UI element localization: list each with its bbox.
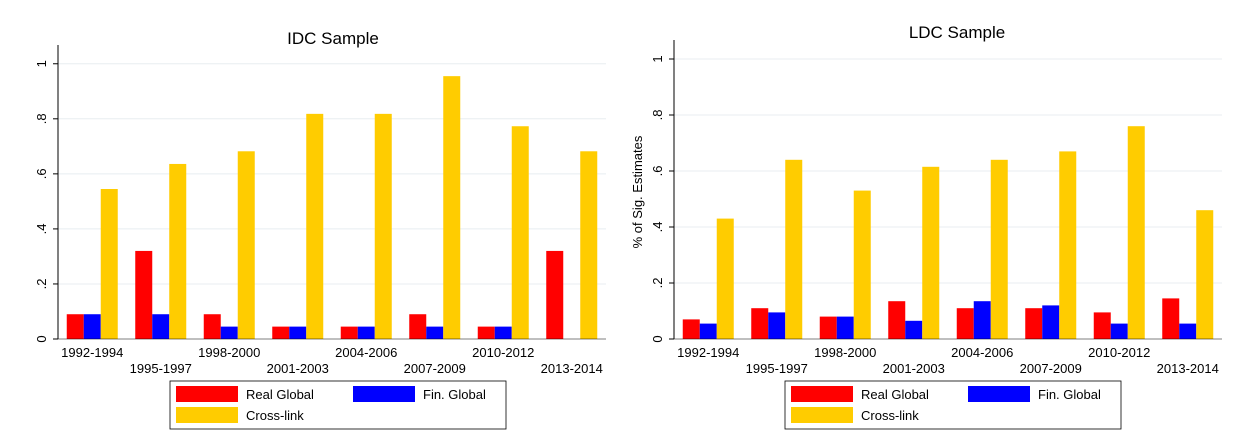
bar-real-global-2004-2006 xyxy=(340,326,358,339)
bar-cross-link-2007-2009 xyxy=(443,76,461,340)
x-tick-label: 2001-2003 xyxy=(267,361,329,376)
bar-cross-link-2013-2014 xyxy=(580,151,598,339)
bar-fin-global-1995-1997 xyxy=(768,312,786,339)
bar-cross-link-1995-1997 xyxy=(785,159,803,339)
bar-real-global-2010-2012 xyxy=(1093,312,1111,339)
y-tick-label: .2 xyxy=(650,278,665,289)
x-tick-label: 1998-2000 xyxy=(814,345,876,360)
bar-real-global-1992-1994 xyxy=(66,314,84,339)
chart-title: LDC Sample xyxy=(909,23,1005,42)
bar-cross-link-2001-2003 xyxy=(922,166,940,339)
x-tick-label: 1992-1994 xyxy=(677,345,739,360)
bar-cross-link-2010-2012 xyxy=(511,126,529,339)
legend-swatch-cross-link xyxy=(176,407,238,423)
bar-fin-global-2007-2009 xyxy=(426,326,444,339)
x-tick-label: 2004-2006 xyxy=(951,345,1013,360)
bar-real-global-1998-2000 xyxy=(203,314,221,339)
y-tick-label: .2 xyxy=(34,279,49,290)
legend-swatch-real-global xyxy=(791,386,853,402)
ldc-bar-chart: LDC Sample 0 .2 .4 .6 .8 1 % of Sig. Estimates 1… xyxy=(630,23,1222,430)
bar-cross-link-1998-2000 xyxy=(853,190,871,339)
x-tick-label: 1992-1994 xyxy=(61,345,123,360)
x-tick-label: 2013-2014 xyxy=(541,361,603,376)
bar-fin-global-2007-2009 xyxy=(1042,305,1060,339)
bar-fin-global-1992-1994 xyxy=(699,323,717,339)
bar-real-global-2001-2003 xyxy=(272,326,290,339)
bar-fin-global-1992-1994 xyxy=(83,314,101,339)
bar-cross-link-1992-1994 xyxy=(716,218,734,339)
bar-cross-link-1995-1997 xyxy=(169,163,187,339)
legend-swatch-cross-link xyxy=(791,407,853,423)
y-tick-label: .8 xyxy=(650,110,665,121)
bar-cross-link-2013-2014 xyxy=(1196,210,1214,339)
idc-bar-chart: IDC Sample 0 .2 .4 .6 .8 1 1992-1994 1995-1997 19… xyxy=(34,29,606,430)
bar-fin-global-2013-2014 xyxy=(1179,323,1197,339)
legend-swatch-fin-global xyxy=(353,386,415,402)
legend-swatch-fin-global xyxy=(968,386,1030,402)
chart-panel-idc: IDC Sample 0 .2 .4 .6 .8 1 1992-1994 1995-1997 19… xyxy=(0,0,619,436)
bar-real-global-1992-1994 xyxy=(682,319,700,339)
legend: Real Global Fin. Global Cross-link xyxy=(169,380,507,430)
bar-real-global-1998-2000 xyxy=(819,316,837,339)
y-tick-label: .6 xyxy=(650,166,665,177)
bar-real-global-1995-1997 xyxy=(135,250,153,339)
x-tick-label: 1998-2000 xyxy=(198,345,260,360)
y-tick-label: 1 xyxy=(34,60,49,67)
bar-real-global-1995-1997 xyxy=(751,308,769,339)
y-tick-label: 0 xyxy=(650,335,665,342)
bar-cross-link-2004-2006 xyxy=(374,113,392,339)
chart-panel-ldc: LDC Sample 0 .2 .4 .6 .8 1 % of Sig. Estimates 1… xyxy=(619,0,1238,436)
x-tick-label: 2001-2003 xyxy=(883,361,945,376)
bar-cross-link-2001-2003 xyxy=(306,113,324,339)
legend-label: Real Global xyxy=(246,387,314,402)
bar-cross-link-2004-2006 xyxy=(990,159,1008,339)
x-tick-label: 1995-1997 xyxy=(746,361,808,376)
bar-cross-link-2010-2012 xyxy=(1127,126,1145,339)
y-tick-label: .4 xyxy=(34,223,49,234)
bar-real-global-2013-2014 xyxy=(546,250,564,339)
x-tick-label: 1995-1997 xyxy=(130,361,192,376)
y-axis-label: % of Sig. Estimates xyxy=(630,135,645,248)
y-tick-label: 1 xyxy=(650,55,665,62)
chart-title: IDC Sample xyxy=(287,29,379,48)
legend-label: Real Global xyxy=(861,387,929,402)
x-tick-label: 2013-2014 xyxy=(1157,361,1219,376)
bar-real-global-2001-2003 xyxy=(888,301,906,339)
legend-label: Fin. Global xyxy=(1038,387,1101,402)
legend-label: Cross-link xyxy=(861,408,919,423)
y-tick-label: 0 xyxy=(34,335,49,342)
bar-real-global-2013-2014 xyxy=(1162,298,1180,339)
bar-real-global-2010-2012 xyxy=(477,326,495,339)
x-tick-label: 2007-2009 xyxy=(404,361,466,376)
bar-real-global-2007-2009 xyxy=(409,314,427,339)
bar-fin-global-2010-2012 xyxy=(494,326,512,339)
x-tick-label: 2010-2012 xyxy=(1088,345,1150,360)
y-tick-label: .6 xyxy=(34,168,49,179)
bar-fin-global-2010-2012 xyxy=(1110,323,1128,339)
bar-real-global-2007-2009 xyxy=(1025,308,1043,339)
bar-cross-link-1998-2000 xyxy=(237,151,255,339)
bar-real-global-2004-2006 xyxy=(956,308,974,339)
legend-label: Fin. Global xyxy=(423,387,486,402)
x-tick-label: 2004-2006 xyxy=(335,345,397,360)
bar-fin-global-2001-2003 xyxy=(905,320,923,339)
bar-fin-global-2004-2006 xyxy=(973,301,991,339)
y-tick-label: .8 xyxy=(34,113,49,124)
x-tick-label: 2007-2009 xyxy=(1020,361,1082,376)
legend: Real Global Fin. Global Cross-link xyxy=(784,380,1122,430)
legend-swatch-real-global xyxy=(176,386,238,402)
x-tick-label: 2010-2012 xyxy=(472,345,534,360)
y-tick-label: .4 xyxy=(650,222,665,233)
legend-label: Cross-link xyxy=(246,408,304,423)
bar-fin-global-2004-2006 xyxy=(357,326,375,339)
bar-cross-link-1992-1994 xyxy=(100,188,118,339)
bar-fin-global-1995-1997 xyxy=(152,314,170,339)
bar-fin-global-1998-2000 xyxy=(836,316,854,339)
bar-cross-link-2007-2009 xyxy=(1059,151,1077,339)
bar-fin-global-2001-2003 xyxy=(289,326,307,339)
bar-fin-global-1998-2000 xyxy=(220,326,238,339)
